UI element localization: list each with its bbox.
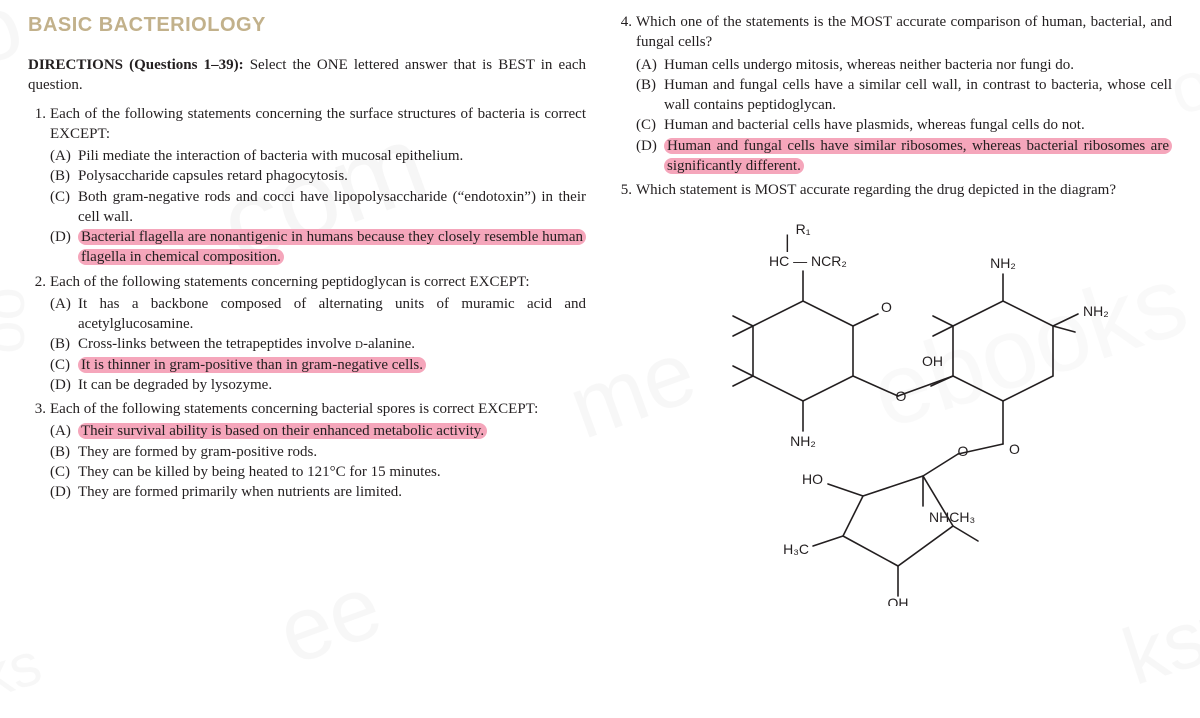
option-label: (A) — [50, 421, 71, 441]
question-number: 3. — [28, 399, 46, 419]
option-d: (D)They are formed primarily when nutrie… — [74, 482, 586, 502]
question-3: 3. Each of the following statements conc… — [50, 399, 586, 502]
label-oh-b: OH — [888, 595, 909, 606]
label-o-mid: O — [896, 388, 907, 404]
option-text: They can be killed by being heated to 12… — [78, 464, 441, 480]
option-label: (A) — [50, 294, 71, 314]
label-o-b: O — [958, 443, 969, 459]
right-column: 4. Which one of the statements is the MO… — [614, 12, 1172, 606]
option-d: (D)Bacterial flagella are nonantigenic i… — [74, 227, 586, 268]
option-label: (B) — [636, 75, 656, 95]
page: BASIC BACTERIOLOGY DIRECTIONS (Questions… — [0, 0, 1200, 618]
option-b: (B)Cross-links between the tetrapeptides… — [74, 334, 586, 354]
label-hc-ncr2: HC — NCR₂ — [769, 253, 847, 269]
option-label: (D) — [50, 375, 71, 395]
options: (A) It has a backbone composed of alterna… — [50, 294, 586, 395]
options: (A) Their survival ability is based on th… — [50, 421, 586, 502]
option-a: (A)It has a backbone composed of alterna… — [74, 294, 586, 335]
label-nh2-a: NH₂ — [790, 433, 816, 449]
question-1: 1. Each of the following statements conc… — [50, 104, 586, 268]
option-text: Cross-links between the tetrapeptides in… — [78, 336, 355, 352]
option-label: (A) — [636, 55, 657, 75]
label-ho: HO — [802, 471, 823, 487]
question-list-right: 4. Which one of the statements is the MO… — [614, 12, 1172, 200]
option-c: (C)Human and bacterial cells have plasmi… — [660, 115, 1172, 135]
option-text: Human and bacterial cells have plasmids,… — [664, 117, 1085, 133]
option-label: (D) — [50, 227, 71, 247]
question-number: 5. — [614, 180, 632, 200]
question-stem: Each of the following statements concern… — [50, 401, 538, 417]
question-5: 5. Which statement is MOST accurate rega… — [636, 180, 1172, 200]
options: (A) Human cells undergo mitosis, whereas … — [636, 55, 1172, 177]
left-column: BASIC BACTERIOLOGY DIRECTIONS (Questions… — [28, 12, 586, 606]
option-label: (B) — [50, 442, 70, 462]
label-oh-a: OH — [922, 353, 943, 369]
question-stem: Which one of the statements is the MOST … — [636, 14, 1172, 50]
options: (A) Pili mediate the interaction of bacte… — [50, 146, 586, 268]
question-stem: Each of the following statements concern… — [50, 274, 530, 290]
option-text: It can be degraded by lysozyme. — [78, 377, 272, 393]
molecule-diagram: R₁ | HC — NCR₂ O NH₂ O NH₂ NH₂ OH O O HO… — [663, 206, 1123, 606]
option-text: Polysaccharide capsules retard phagocyto… — [78, 168, 348, 184]
option-b: (B)Human and fungal cells have a similar… — [660, 75, 1172, 116]
option-text-highlighted: Their survival ability is based on their… — [78, 423, 487, 439]
option-label: (D) — [636, 136, 657, 156]
option-c: (C)Both gram-negative rods and cocci hav… — [74, 187, 586, 228]
label-nh2-b: NH₂ — [990, 255, 1016, 271]
option-d: (D)Human and fungal cells have similar r… — [660, 136, 1172, 177]
question-stem: Which statement is MOST accurate regardi… — [636, 182, 1116, 198]
option-b: (B)They are formed by gram-positive rods… — [74, 442, 586, 462]
option-text: Pili mediate the interaction of bacteria… — [78, 148, 463, 164]
option-d: (D)It can be degraded by lysozyme. — [74, 375, 586, 395]
option-text: Human cells undergo mitosis, whereas nei… — [664, 57, 1074, 73]
question-list-left: 1. Each of the following statements conc… — [28, 104, 586, 503]
option-text: Both gram-negative rods and cocci have l… — [78, 189, 586, 225]
option-a: (A)Their survival ability is based on th… — [74, 421, 586, 441]
option-label: (C) — [50, 187, 70, 207]
option-text: Human and fungal cells have a similar ce… — [664, 77, 1172, 113]
directions: DIRECTIONS (Questions 1–39): Select the … — [28, 55, 586, 96]
label-o-top: O — [881, 299, 892, 315]
question-number: 4. — [614, 12, 632, 32]
svg-text:|: | — [785, 232, 790, 252]
option-label: (C) — [50, 462, 70, 482]
option-label: (A) — [50, 146, 71, 166]
option-c: (C)It is thinner in gram-positive than i… — [74, 355, 586, 375]
label-o-r: O — [1009, 441, 1020, 457]
option-label: (D) — [50, 482, 71, 502]
question-stem: Each of the following statements concern… — [50, 106, 586, 142]
section-title: BASIC BACTERIOLOGY — [28, 12, 586, 39]
question-number: 2. — [28, 272, 46, 292]
question-2: 2. Each of the following statements conc… — [50, 272, 586, 396]
option-suffix-sc: d — [355, 336, 363, 352]
option-label: (B) — [50, 334, 70, 354]
label-r1: R₁ — [796, 221, 811, 237]
option-label: (C) — [50, 355, 70, 375]
diagram-wrap: R₁ | HC — NCR₂ O NH₂ O NH₂ NH₂ OH O O HO… — [614, 206, 1172, 606]
label-nhch3: NHCH₃ — [929, 509, 975, 525]
option-text-highlighted: Bacterial flagella are nonantigenic in h… — [78, 229, 586, 265]
option-c: (C)They can be killed by being heated to… — [74, 462, 586, 482]
option-a: (A)Pili mediate the interaction of bacte… — [74, 146, 586, 166]
question-number: 1. — [28, 104, 46, 124]
watermark: ks — [0, 623, 51, 718]
option-text-highlighted: It is thinner in gram-positive than in g… — [78, 357, 426, 373]
question-4: 4. Which one of the statements is the MO… — [636, 12, 1172, 176]
option-suffix: -alanine. — [363, 336, 415, 352]
option-text: They are formed by gram-positive rods. — [78, 444, 317, 460]
label-nh2-c: NH₂ — [1083, 303, 1109, 319]
option-a: (A)Human cells undergo mitosis, whereas … — [660, 55, 1172, 75]
option-text: It has a backbone composed of alternatin… — [78, 296, 586, 332]
option-text: They are formed primarily when nutrients… — [78, 484, 402, 500]
option-text-highlighted: Human and fungal cells have similar ribo… — [664, 138, 1172, 174]
option-label: (B) — [50, 166, 70, 186]
option-label: (C) — [636, 115, 656, 135]
directions-label: DIRECTIONS (Questions 1–39): — [28, 57, 244, 73]
label-h3c: H₃C — [783, 541, 809, 557]
option-b: (B)Polysaccharide capsules retard phagoc… — [74, 166, 586, 186]
